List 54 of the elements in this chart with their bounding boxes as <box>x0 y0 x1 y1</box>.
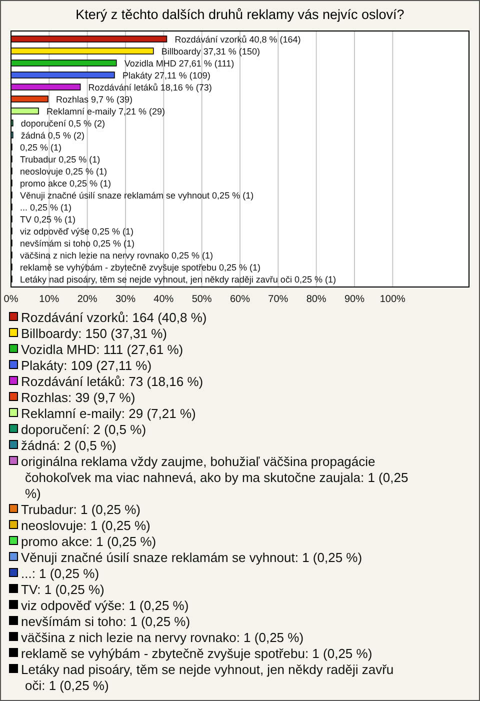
x-tick-label: 90% <box>344 294 365 305</box>
data-label: Letáky nad pisoáry, těm se nejde vyhnout, jen někdy raději zavřu oči 0,25 % (1) <box>20 274 336 284</box>
data-label: Rozdávání vzorků 40,8 % (164) <box>174 34 301 44</box>
x-tick-label: 40% <box>154 294 174 305</box>
data-label: väčšina z nich lezie na nervy rovnako 0,25 % (1) <box>20 250 214 260</box>
data-label: Vozidla MHD 27,61 % (111) <box>124 58 234 68</box>
text: Rozdávání letáků: 73 (18,16 %) <box>21 374 204 389</box>
text: doporučení: 2 (0,5 %) <box>21 422 146 437</box>
data-label: viz odpověď výše 0,25 % (1) <box>20 226 134 236</box>
data-label: Věnuji značné úsilí snaze reklamám se vyhnout 0,25 % (1) <box>20 190 254 200</box>
x-tick-label: 50% <box>192 294 212 305</box>
text: nevšímám si toho: 1 (0,25 %) <box>21 614 190 629</box>
data-label: žádná 0,5 % (2) <box>20 130 84 140</box>
data-label: Rozhlas 9,7 % (39) <box>56 94 133 104</box>
text: reklamě se vyhýbám - zbytečně zvyšuje spotřebu: 1 (0,25 %) <box>21 646 372 661</box>
text: Rozhlas: 39 (9,7 %) <box>21 390 136 405</box>
text: Plakáty: 109 (27,11 %) <box>21 358 152 373</box>
text: Trubadur: 1 (0,25 %) <box>21 502 140 517</box>
data-label: Billboardy 37,31 % (150) <box>161 46 260 56</box>
text: ...: 1 (0,25 %) <box>21 566 100 581</box>
x-tick-label: 20% <box>77 294 98 305</box>
text: promo akce: 1 (0,25 %) <box>21 534 156 549</box>
data-label: reklamě se vyhýbám - zbytečně zvyšuje spotřebu 0,25 % (1) <box>20 262 261 272</box>
x-tick-label: 80% <box>306 294 326 305</box>
data-label: neoslovuje 0,25 % (1) <box>20 166 108 176</box>
data-label: 0,25 % (1) <box>20 142 62 152</box>
data-label: nevšímám si toho 0,25 % (1) <box>20 238 135 248</box>
data-label: promo akce 0,25 % (1) <box>20 178 111 188</box>
text: TV: 1 (0,25 %) <box>21 582 104 597</box>
chart-title: Který z těchto dalších druhů reklamy vás nejvíc osloví? <box>76 7 404 22</box>
x-tick-label: 10% <box>39 294 60 305</box>
x-tick-label: 30% <box>115 294 136 305</box>
x-tick-label: 100% <box>380 294 406 305</box>
text: neoslovuje: 1 (0,25 %) <box>21 518 150 533</box>
data-label: Trubadur 0,25 % (1) <box>20 154 100 164</box>
data-label: TV 0,25 % (1) <box>20 214 76 224</box>
text: Rozdávání vzorků: 164 (40,8 %) <box>21 310 207 325</box>
text: Věnuji značné úsilí snaze reklamám se vyhnout: 1 (0,25 %) <box>21 550 362 565</box>
text: Reklamní e-maily: 29 (7,21 %) <box>21 406 196 421</box>
data-label: Reklamní e-maily 7,21 % (29) <box>46 106 166 116</box>
data-label: doporučení 0,5 % (2) <box>20 118 105 128</box>
text: väčšina z nich lezie na nervy rovnako: 1 (0,25 %) <box>21 630 304 645</box>
data-label: Rozdávání letáků 18,16 % (73) <box>88 82 212 92</box>
text: žádná: 2 (0,5 %) <box>21 438 116 453</box>
text: Billboardy: 150 (37,31 %) <box>21 326 167 341</box>
x-tick-label: 70% <box>268 294 288 305</box>
text: viz odpověď výše: 1 (0,25 %) <box>21 598 189 613</box>
data-label: Plakáty 27,11 % (109) <box>122 70 210 80</box>
text: Letáky nad pisoáry, těm se nejde vyhnout, jen někdy raději zavřu oči: 1 (0,25 %) <box>21 662 394 693</box>
text: originálna reklama vždy zaujme, bohužiaľ väčšina propagácie čohokoľvek ma viac nahnevá, ako by ma skutočne zaujala: 1 (0,25 %) <box>21 454 408 501</box>
data-label: ... 0,25 % (1) <box>20 202 72 212</box>
x-tick-label: 0% <box>4 294 18 305</box>
text: Vozidla MHD: 111 (27,61 %) <box>21 342 184 357</box>
x-tick-label: 60% <box>230 294 250 305</box>
